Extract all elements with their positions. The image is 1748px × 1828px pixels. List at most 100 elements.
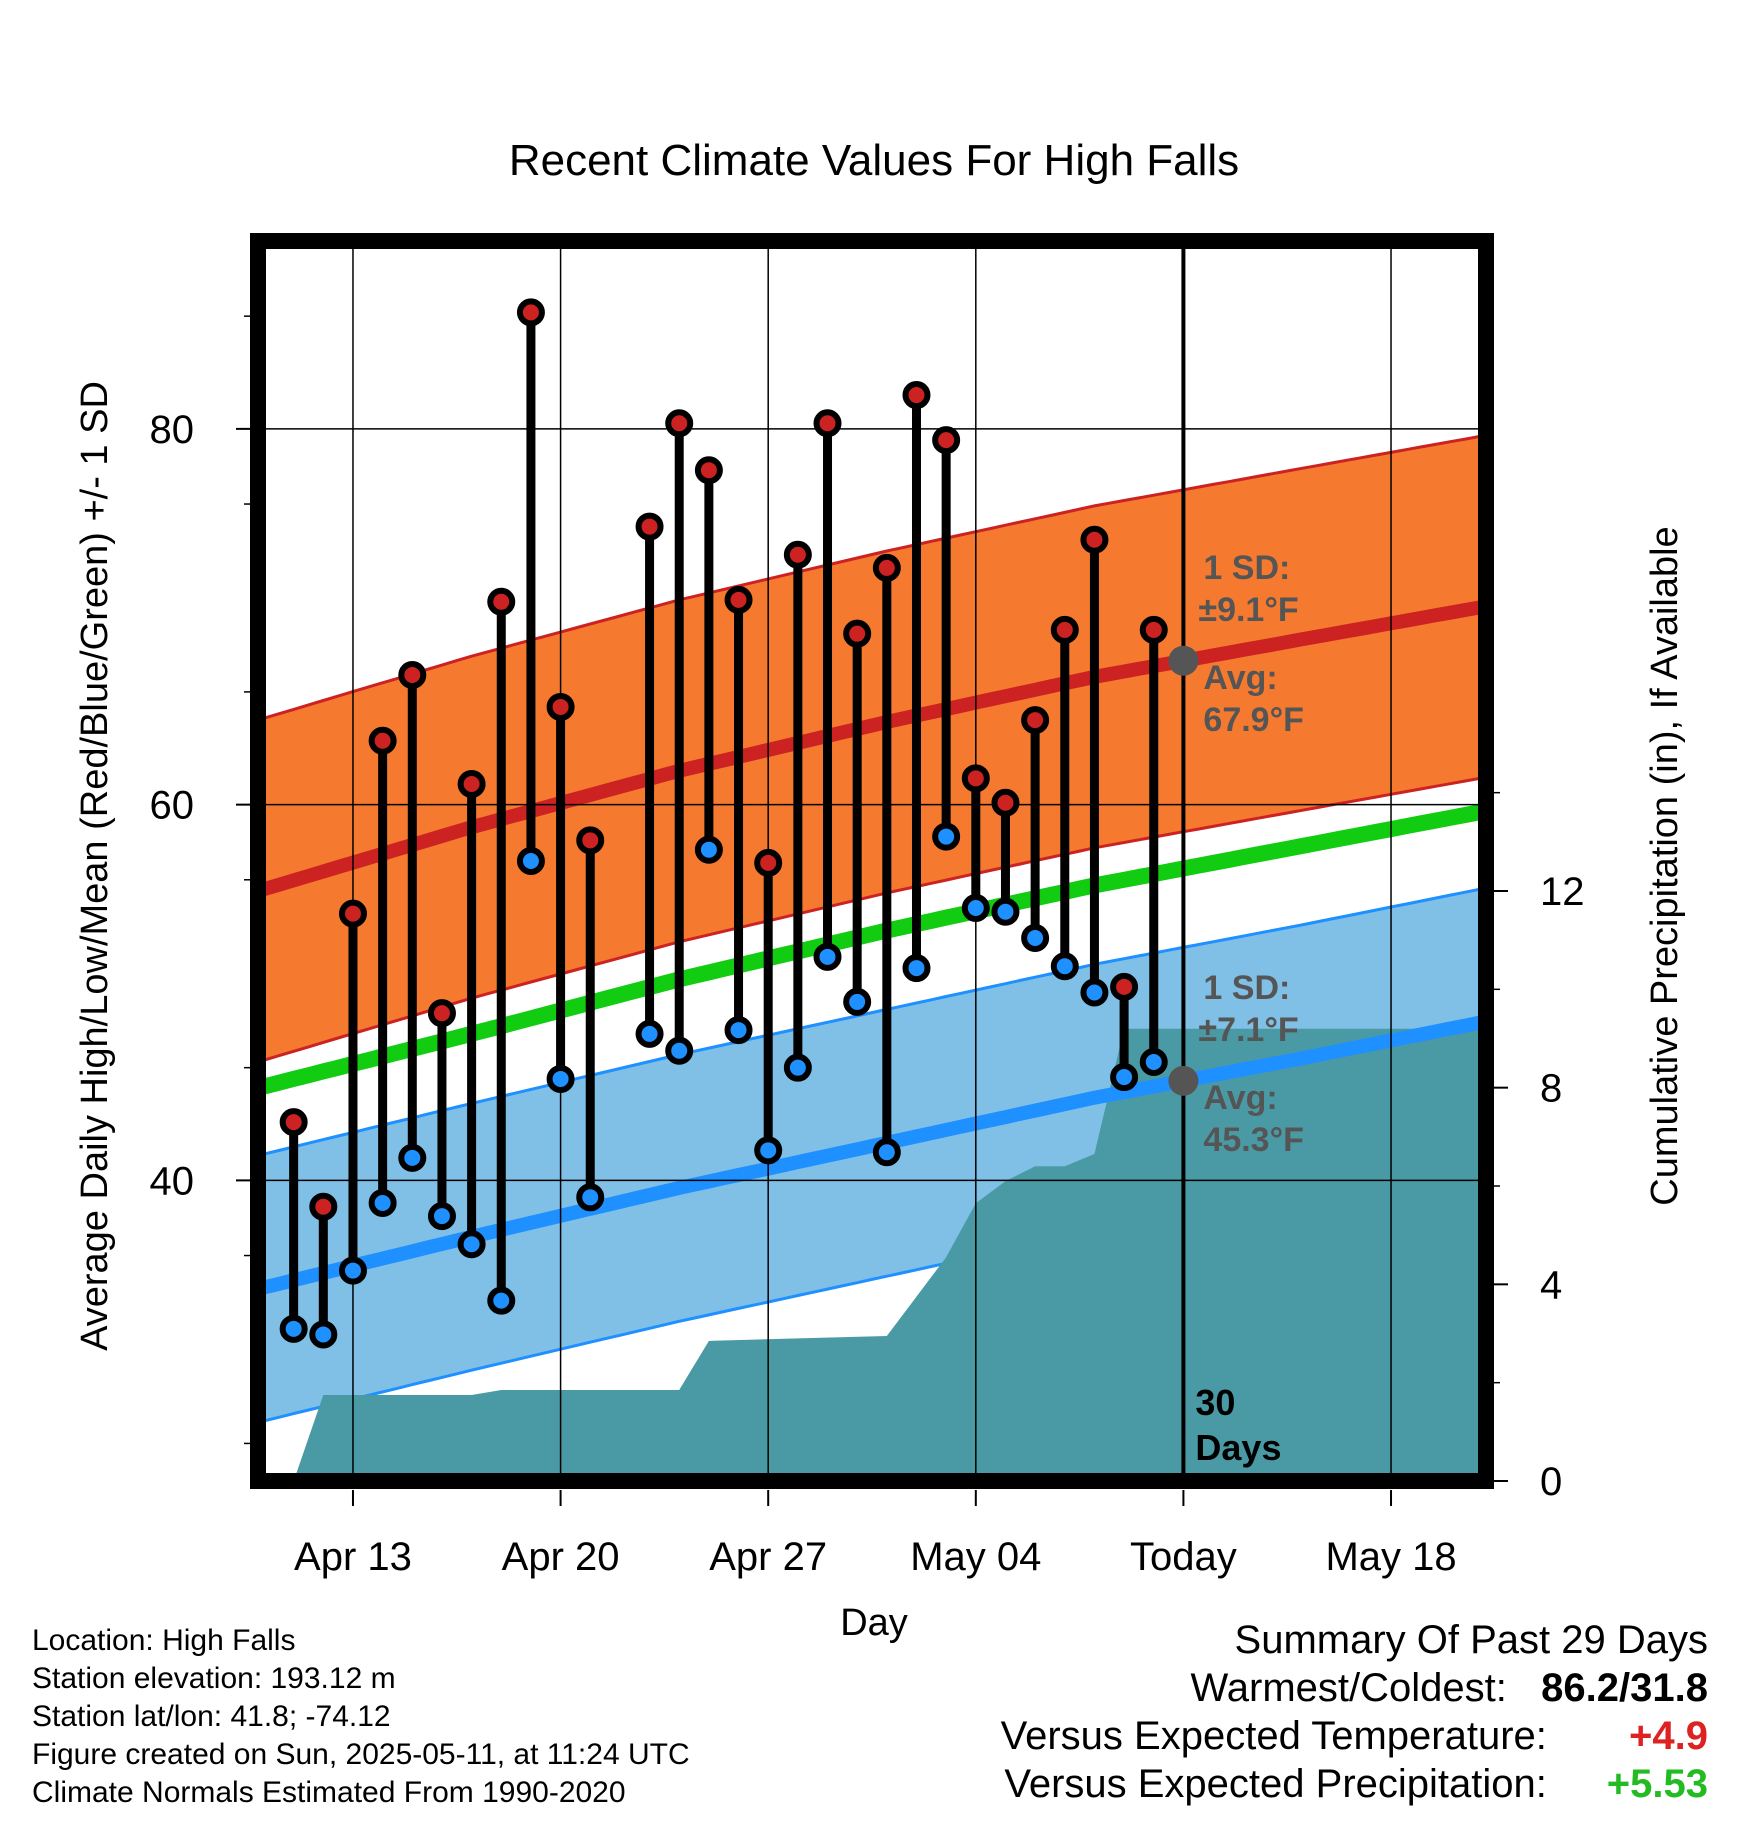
high-point: [754, 848, 783, 877]
low-normal-marker: [1168, 1065, 1199, 1096]
high-point: [991, 788, 1020, 817]
y2-tick-label: 4: [1540, 1263, 1562, 1307]
x-tick-label: May 04: [910, 1535, 1041, 1579]
high-point: [665, 409, 694, 438]
low-point: [754, 1136, 783, 1165]
low-point: [309, 1320, 338, 1349]
summary-title: Summary Of Past 29 Days: [1234, 1618, 1708, 1662]
low-point: [843, 987, 872, 1016]
high-point: [309, 1192, 338, 1221]
low-sd-band: [264, 889, 1480, 1421]
latlon-text: Station lat/lon: 41.8; -74.12: [32, 1700, 391, 1733]
high-point: [457, 769, 486, 798]
high-point: [279, 1108, 308, 1137]
summary-warm-cold: Warmest/Coldest: 86.2/31.8: [1001, 1664, 1709, 1712]
low-point: [1080, 978, 1109, 1007]
high-point: [368, 726, 397, 755]
low-sd-upper-line: [264, 887, 1480, 1156]
high-point: [694, 456, 723, 485]
low-point: [872, 1138, 901, 1167]
low-point: [487, 1286, 516, 1315]
low-point: [635, 1019, 664, 1048]
high-point: [813, 409, 842, 438]
high-point: [546, 692, 575, 721]
low-avg-value: 45.3°F: [1203, 1121, 1304, 1159]
low-point: [724, 1016, 753, 1045]
period-label-number: 30: [1195, 1382, 1235, 1423]
low-sd-label: 1 SD:: [1203, 969, 1290, 1007]
y2-axis-label: Cumulative Precipitation (in), If Availa…: [1644, 526, 1686, 1205]
high-point: [1050, 615, 1079, 644]
low-point: [1050, 952, 1079, 981]
low-point: [427, 1202, 456, 1231]
precip-label: Versus Expected Precipitation:: [1004, 1762, 1547, 1806]
temp-label: Versus Expected Temperature:: [1000, 1714, 1547, 1758]
high-point: [1139, 615, 1168, 644]
normals-text: Climate Normals Estimated From 1990-2020: [32, 1776, 626, 1809]
low-point: [902, 954, 931, 983]
warm-cold-label: Warmest/Coldest:: [1190, 1666, 1507, 1710]
high-point: [398, 661, 427, 689]
summary-precip: Versus Expected Precipitation: +5.53: [1001, 1760, 1708, 1808]
created-text: Figure created on Sun, 2025-05-11, at 11…: [32, 1738, 690, 1771]
high-sd-label: 1 SD:: [1203, 549, 1290, 587]
low-point: [783, 1053, 812, 1082]
x-tick-label: May 18: [1325, 1535, 1456, 1579]
high-point: [932, 426, 961, 455]
high-point: [783, 540, 812, 569]
high-avg-label: Avg:: [1203, 659, 1277, 697]
station-info: Location: High Falls Station elevation: …: [32, 1622, 690, 1812]
low-point: [546, 1064, 575, 1093]
low-point: [1139, 1048, 1168, 1077]
low-sd-value: ±7.1°F: [1198, 1011, 1298, 1049]
summary-temp: Versus Expected Temperature: +4.9: [1001, 1712, 1708, 1760]
low-point: [516, 847, 545, 875]
high-point: [961, 764, 990, 793]
y-tick-label: 80: [150, 408, 195, 452]
high-normal-line: [264, 600, 1480, 896]
y-tick-label: 60: [150, 784, 195, 828]
y-axis-label: Average Daily High/Low/Mean (Red/Blue/Gr…: [74, 381, 116, 1351]
high-point: [338, 899, 367, 928]
temp-value: +4.9: [1629, 1714, 1708, 1758]
high-point: [724, 585, 753, 614]
axis-layer: 40 60 80 0 4 8 12 Apr 13 Apr 20 Apr 27 May 04 Today…: [150, 233, 1585, 1579]
y2-tick-label: 12: [1540, 870, 1585, 914]
low-point: [1021, 924, 1050, 953]
high-point: [1080, 525, 1109, 554]
high-point: [872, 553, 901, 582]
high-point: [635, 512, 664, 541]
precip-value: +5.53: [1606, 1762, 1708, 1806]
low-point: [398, 1143, 427, 1172]
high-point: [1021, 706, 1050, 735]
period-label-unit: Days: [1195, 1427, 1281, 1468]
low-point: [932, 822, 961, 851]
high-normal-marker: [1168, 645, 1199, 676]
y-tick-label: 40: [150, 1159, 195, 1203]
y2-tick-label: 8: [1540, 1067, 1562, 1111]
elevation-text: Station elevation: 193.12 m: [32, 1662, 396, 1695]
high-sd-upper-line: [264, 434, 1480, 720]
low-point: [368, 1188, 397, 1217]
x-tick-label: Apr 20: [502, 1535, 620, 1579]
y2-tick-label: 0: [1540, 1460, 1562, 1504]
high-point: [516, 298, 545, 327]
low-point: [813, 942, 842, 971]
low-avg-label: Avg:: [1203, 1079, 1277, 1117]
low-point: [961, 893, 990, 922]
low-point: [991, 897, 1020, 926]
low-point: [694, 835, 723, 864]
plot-frame: [250, 233, 1494, 1489]
high-point: [576, 826, 605, 855]
x-tick-label: Today: [1130, 1535, 1237, 1579]
high-sd-value: ±9.1°F: [1198, 591, 1298, 629]
low-point: [279, 1314, 308, 1343]
high-point: [843, 619, 872, 648]
high-point: [487, 587, 516, 616]
high-avg-value: 67.9°F: [1203, 701, 1304, 739]
high-sd-band: [264, 436, 1480, 1061]
low-point: [1110, 1063, 1139, 1092]
location-text: Location: High Falls: [32, 1624, 296, 1657]
high-point: [427, 999, 456, 1028]
